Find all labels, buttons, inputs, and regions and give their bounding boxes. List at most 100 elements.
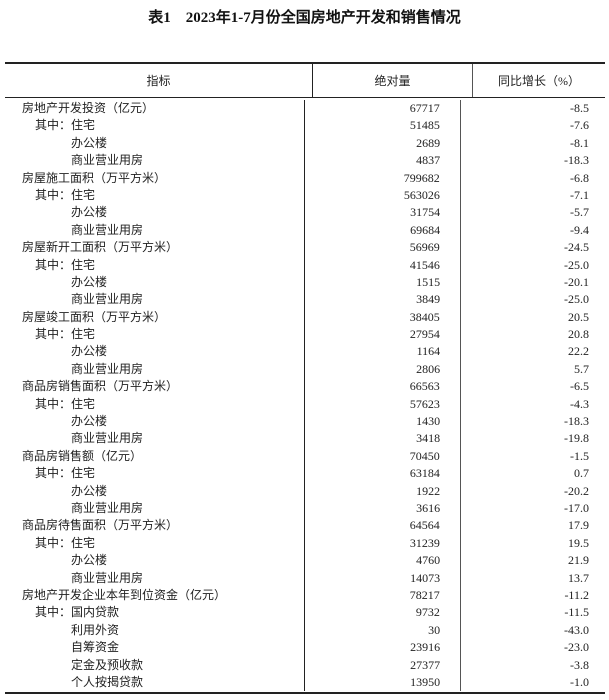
row-change: -1.0 [570, 674, 589, 689]
table-row: 房地产开发企业本年到位资金（亿元） 78217 -11.2 [5, 586, 605, 605]
table-row: 办公楼 1430 -18.3 [5, 413, 605, 431]
row-change: -11.5 [564, 605, 589, 620]
row-label: 房屋竣工面积（万平方米） [5, 308, 305, 327]
row-label: 办公楼 [5, 204, 306, 222]
row-value: 67717 [305, 100, 461, 118]
data-table: 指标 绝对量 同比增长（%） 房地产开发投资（亿元） 67717 -8.5 其中：住宅… [5, 62, 605, 695]
table-row: 商业营业用房 4837 -18.3 [5, 152, 605, 170]
row-label: 个人按揭贷款 [5, 673, 306, 692]
table-row: 房地产开发投资（亿元） 67717 -8.5 [5, 100, 605, 118]
row-value: 1515 [305, 273, 462, 292]
row-change: 13.7 [568, 570, 589, 585]
table-row: 商品房销售额（亿元） 70450 -1.5 [5, 447, 605, 466]
table-row: 商品房待售面积（万平方米） 64564 17.9 [5, 517, 605, 535]
row-value: 63184 [305, 465, 461, 483]
row-value: 64564 [305, 517, 461, 535]
row-label: 房屋新开工面积（万平方米） [5, 239, 305, 257]
row-label: 其中：住宅 [5, 326, 305, 344]
row-value: 51485 [305, 117, 461, 135]
row-value: 3849 [305, 291, 462, 309]
table-row: 其中：住宅 27954 20.8 [5, 326, 605, 344]
row-label: 其中：住宅 [5, 117, 305, 135]
row-label: 房地产开发企业本年到位资金（亿元） [5, 586, 305, 605]
row-value: 4760 [305, 552, 462, 570]
table-row: 其中：国内贷款 9732 -11.5 [5, 604, 605, 622]
row-label: 其中：住宅 [5, 395, 305, 414]
table-row: 房屋施工面积（万平方米） 799682 -6.8 [5, 169, 605, 187]
row-label: 办公楼 [5, 273, 306, 292]
row-label: 其中：住宅 [5, 465, 305, 483]
table-row: 其中：住宅 63184 0.7 [5, 465, 605, 483]
row-value: 27377 [305, 656, 462, 674]
row-value: 9732 [305, 604, 461, 622]
row-change: -6.8 [570, 170, 589, 185]
row-change: -11.2 [564, 587, 589, 602]
table-row: 房屋竣工面积（万平方米） 38405 20.5 [5, 308, 605, 327]
table-header: 指标 绝对量 同比增长（%） [5, 64, 605, 98]
row-label: 商业营业用房 [5, 291, 306, 309]
row-value: 23916 [305, 639, 462, 657]
row-change: -20.2 [564, 483, 589, 498]
row-value: 1164 [305, 343, 462, 361]
row-value: 66563 [305, 378, 461, 396]
row-change: 0.7 [573, 466, 589, 481]
table-row: 商业营业用房 69684 -9.4 [5, 221, 605, 240]
row-value: 3418 [305, 430, 462, 448]
row-value: 799682 [305, 169, 461, 187]
row-label: 商业营业用房 [5, 430, 306, 448]
row-value: 78217 [305, 586, 461, 605]
row-label: 办公楼 [5, 134, 306, 153]
row-change: -25.0 [563, 257, 589, 272]
row-change: -4.3 [569, 396, 589, 411]
row-value: 2806 [305, 360, 462, 379]
row-label: 办公楼 [5, 343, 306, 361]
row-change: -17.0 [564, 500, 589, 515]
row-value: 4837 [305, 152, 462, 170]
row-label: 商业营业用房 [5, 221, 306, 240]
table-row: 其中：住宅 31239 19.5 [5, 534, 605, 553]
row-label: 商品房待售面积（万平方米） [5, 517, 305, 535]
row-value: 14073 [305, 569, 462, 587]
table-row: 办公楼 1164 22.2 [5, 343, 605, 361]
row-label: 利用外资 [5, 621, 306, 640]
row-label: 其中：国内贷款 [5, 604, 305, 622]
row-change: -1.5 [570, 448, 589, 463]
table-row: 利用外资 30 -43.0 [5, 621, 605, 640]
row-label: 商业营业用房 [5, 152, 306, 170]
row-value: 1430 [305, 413, 462, 431]
header-yoy: 同比增长（%） [498, 74, 580, 88]
table-row: 商业营业用房 3418 -19.8 [5, 430, 605, 448]
row-change: 20.8 [567, 327, 589, 342]
row-value: 27954 [305, 326, 461, 344]
row-change: -23.0 [564, 640, 589, 655]
row-value: 38405 [305, 308, 461, 327]
row-label: 自筹资金 [5, 639, 306, 657]
table-row: 自筹资金 23916 -23.0 [5, 639, 605, 657]
row-value: 31239 [305, 534, 461, 553]
row-value: 69684 [305, 221, 462, 240]
row-value: 2689 [305, 134, 462, 153]
row-change: -9.4 [570, 222, 589, 237]
row-change: 17.9 [568, 518, 589, 533]
row-change: 21.9 [568, 553, 589, 568]
row-value: 56969 [305, 239, 461, 257]
row-change: -8.5 [570, 101, 589, 115]
row-label: 商业营业用房 [5, 569, 306, 587]
table-row: 商品房销售面积（万平方米） 66563 -6.5 [5, 378, 605, 396]
row-label: 办公楼 [5, 413, 306, 431]
row-change: -18.3 [564, 414, 589, 429]
table-row: 办公楼 4760 21.9 [5, 552, 605, 570]
table-row: 商业营业用房 3616 -17.0 [5, 499, 605, 518]
row-change: 19.5 [567, 535, 589, 550]
row-change: -43.0 [564, 622, 589, 637]
row-change: -6.5 [570, 379, 589, 394]
row-change: -24.5 [564, 240, 589, 255]
table-row: 定金及预收款 27377 -3.8 [5, 656, 605, 674]
row-label: 商品房销售面积（万平方米） [5, 378, 305, 396]
row-label: 办公楼 [5, 482, 306, 500]
table-row: 商业营业用房 14073 13.7 [5, 569, 605, 587]
row-value: 3616 [305, 499, 462, 518]
row-label: 商品房销售额（亿元） [5, 447, 305, 466]
row-change: -5.7 [570, 205, 589, 220]
row-change: -7.6 [569, 118, 589, 133]
